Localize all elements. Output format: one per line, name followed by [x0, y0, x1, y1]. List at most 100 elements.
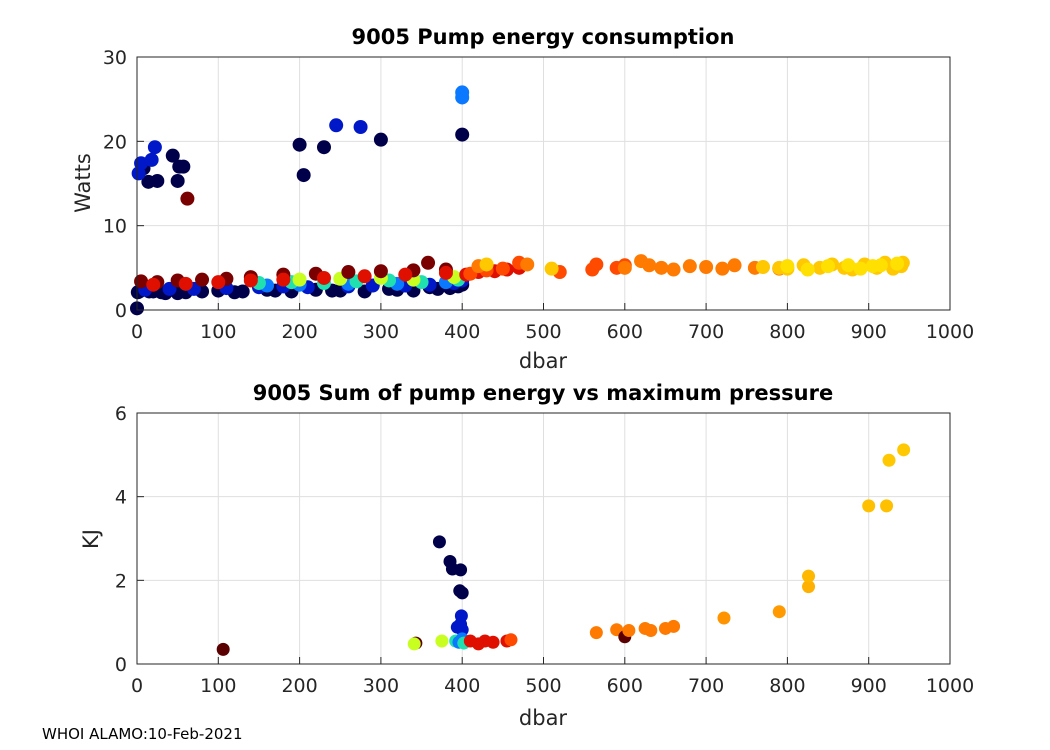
scatter-point [455, 623, 469, 637]
scatter-point [454, 563, 468, 577]
x-tick-label: 700 [688, 675, 724, 697]
scatter-point [800, 262, 815, 277]
x-tick-label: 600 [607, 675, 643, 697]
scatter-point [841, 258, 856, 273]
scatter-point [873, 258, 888, 273]
scatter-point [479, 257, 494, 272]
y-tick-label: 2 [115, 570, 127, 592]
scatter-point [146, 277, 161, 292]
scatter-point [772, 605, 786, 619]
scatter-point [715, 261, 730, 276]
pump-energy-consumption-chart: 0 100 200 300 400 500 600 700 800 900 10000102030 … [71, 25, 974, 373]
y-tick-label: 6 [115, 403, 127, 425]
scatter-point [654, 260, 669, 275]
scatter-point [147, 140, 162, 155]
scatter-point [150, 173, 165, 188]
scatter-point [195, 272, 210, 287]
x-tick-label: 400 [444, 321, 480, 343]
scatter-point [455, 90, 470, 105]
scatter-point [292, 137, 307, 152]
scatter-point [780, 259, 795, 274]
scatter-point [421, 255, 436, 270]
footer-credit: WHOI ALAMO:10-Feb-2021 [42, 725, 243, 743]
scatter-point [216, 642, 230, 656]
x-axis-label-bottom: dbar [519, 706, 568, 730]
scatter-point [666, 262, 681, 277]
scatter-point [495, 261, 510, 276]
scatter-point [880, 499, 894, 513]
x-tick-label: 900 [851, 675, 887, 697]
x-tick-label: 1000 [926, 675, 974, 697]
scatter-point [853, 261, 868, 276]
scatter-point [316, 270, 331, 285]
scatter-point [622, 624, 636, 638]
y-tick-label: 4 [115, 487, 127, 509]
scatter-point [329, 118, 344, 133]
y-tick-label: 10 [103, 216, 127, 238]
scatter-point [144, 152, 159, 167]
y-tick-label: 30 [103, 47, 127, 69]
x-tick-label: 200 [281, 675, 317, 697]
scatter-point [243, 273, 258, 288]
scatter-point [398, 267, 413, 282]
scatter-point [617, 260, 632, 275]
scatter-point [432, 535, 446, 549]
scatter-point [353, 119, 368, 134]
x-tick-label: 0 [131, 321, 143, 343]
scatter-point [438, 265, 453, 280]
x-tick-label: 800 [769, 675, 805, 697]
y-tick-label: 0 [115, 300, 127, 322]
scatter-point [296, 168, 311, 183]
x-tick-label: 0 [131, 675, 143, 697]
x-tick-label: 100 [200, 321, 236, 343]
x-tick-label: 300 [363, 321, 399, 343]
x-tick-label: 800 [769, 321, 805, 343]
x-axis-label-top: dbar [519, 349, 568, 373]
scatter-point [373, 264, 388, 279]
scatter-point [176, 159, 191, 174]
scatter-point [667, 619, 681, 633]
x-tick-label: 500 [525, 675, 561, 697]
scatter-point [180, 191, 195, 206]
x-tick-label: 600 [607, 321, 643, 343]
scatter-point [373, 132, 388, 147]
scatter-point [455, 586, 469, 600]
chart-title-bottom: 9005 Sum of pump energy vs maximum press… [253, 381, 833, 405]
x-tick-label: 400 [444, 675, 480, 697]
scatter-point [897, 443, 911, 457]
x-tick-label: 100 [200, 675, 236, 697]
energy-sum-vs-pressure-chart: 0 100 200 300 400 500 600 700 800 900 1000 0 2 4 6 900… [79, 381, 974, 730]
scatter-point [486, 635, 500, 649]
y-axis-label-top: Watts [71, 153, 95, 213]
scatter-point [589, 257, 604, 272]
scatter-point [821, 259, 836, 274]
scatter-point [589, 626, 603, 640]
scatter-point [170, 173, 185, 188]
scatter-point [642, 258, 657, 273]
x-tick-label: 900 [851, 321, 887, 343]
scatter-point [890, 256, 905, 271]
scatter-point [341, 265, 356, 280]
x-tick-label: 200 [281, 321, 317, 343]
scatter-point [862, 499, 876, 513]
scatter-point [520, 257, 535, 272]
y-axis-label-bottom: KJ [79, 529, 103, 549]
scatter-point [316, 140, 331, 155]
scatter-point [544, 261, 559, 276]
scatter-point [504, 633, 518, 647]
scatter-point [717, 611, 731, 625]
y-tick-label: 20 [103, 131, 127, 153]
x-tick-label: 500 [525, 321, 561, 343]
scatter-point [756, 259, 771, 274]
scatter-point [802, 569, 816, 583]
scatter-point [699, 259, 714, 274]
scatter-point [727, 258, 742, 273]
scatter-point [802, 580, 816, 594]
scatter-point [357, 269, 372, 284]
x-tick-label: 700 [688, 321, 724, 343]
scatter-point [134, 274, 149, 289]
x-tick-label: 1000 [926, 321, 974, 343]
scatter-point [292, 272, 307, 287]
scatter-point [644, 624, 658, 638]
